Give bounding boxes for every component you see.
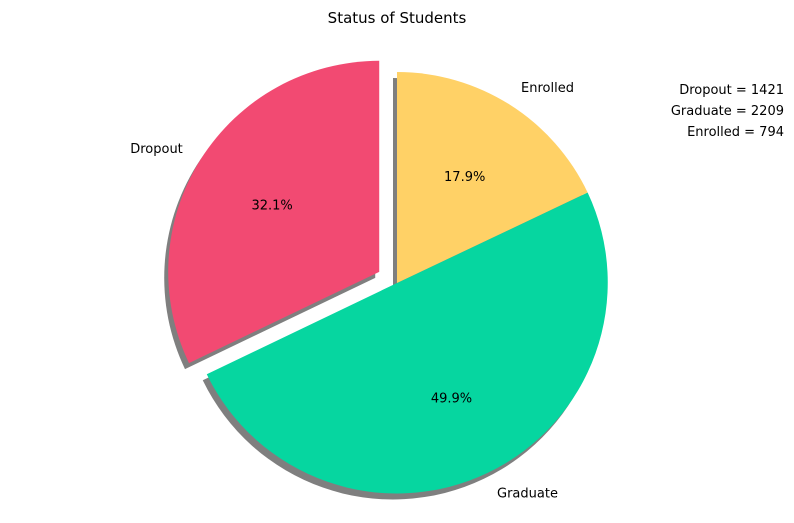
percent-label-graduate: 49.9%	[431, 391, 472, 406]
slice-labels: Dropout Graduate Enrolled	[130, 81, 574, 502]
chart-title: Status of Students	[328, 9, 467, 27]
slice-graduate	[206, 192, 608, 494]
percent-label-enrolled: 17.9%	[444, 170, 485, 185]
annotation-enrolled: Enrolled = 794	[687, 125, 784, 140]
annotation-dropout: Dropout = 1421	[679, 83, 784, 98]
percent-labels: 32.1% 49.9% 17.9%	[251, 170, 485, 406]
annotation-graduate: Graduate = 2209	[671, 104, 784, 119]
slice-dropout	[168, 60, 380, 364]
slices	[168, 60, 608, 494]
slice-label-dropout: Dropout	[130, 142, 183, 157]
slice-label-graduate: Graduate	[497, 487, 558, 502]
slice-label-enrolled: Enrolled	[521, 81, 574, 96]
value-annotations: Dropout = 1421 Graduate = 2209 Enrolled …	[671, 83, 784, 140]
percent-label-dropout: 32.1%	[251, 198, 292, 213]
slice-enrolled	[397, 72, 588, 283]
